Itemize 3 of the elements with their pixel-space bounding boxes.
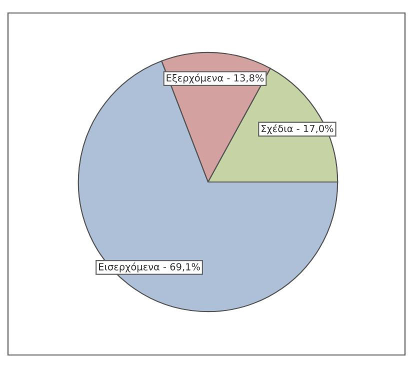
- slice-label: Σχέδια - 17,0%: [262, 124, 334, 134]
- slice-label: Εισερχόμενα - 69,1%: [99, 262, 200, 272]
- slice-label: Εξερχόμενα - 13,8%: [166, 74, 264, 84]
